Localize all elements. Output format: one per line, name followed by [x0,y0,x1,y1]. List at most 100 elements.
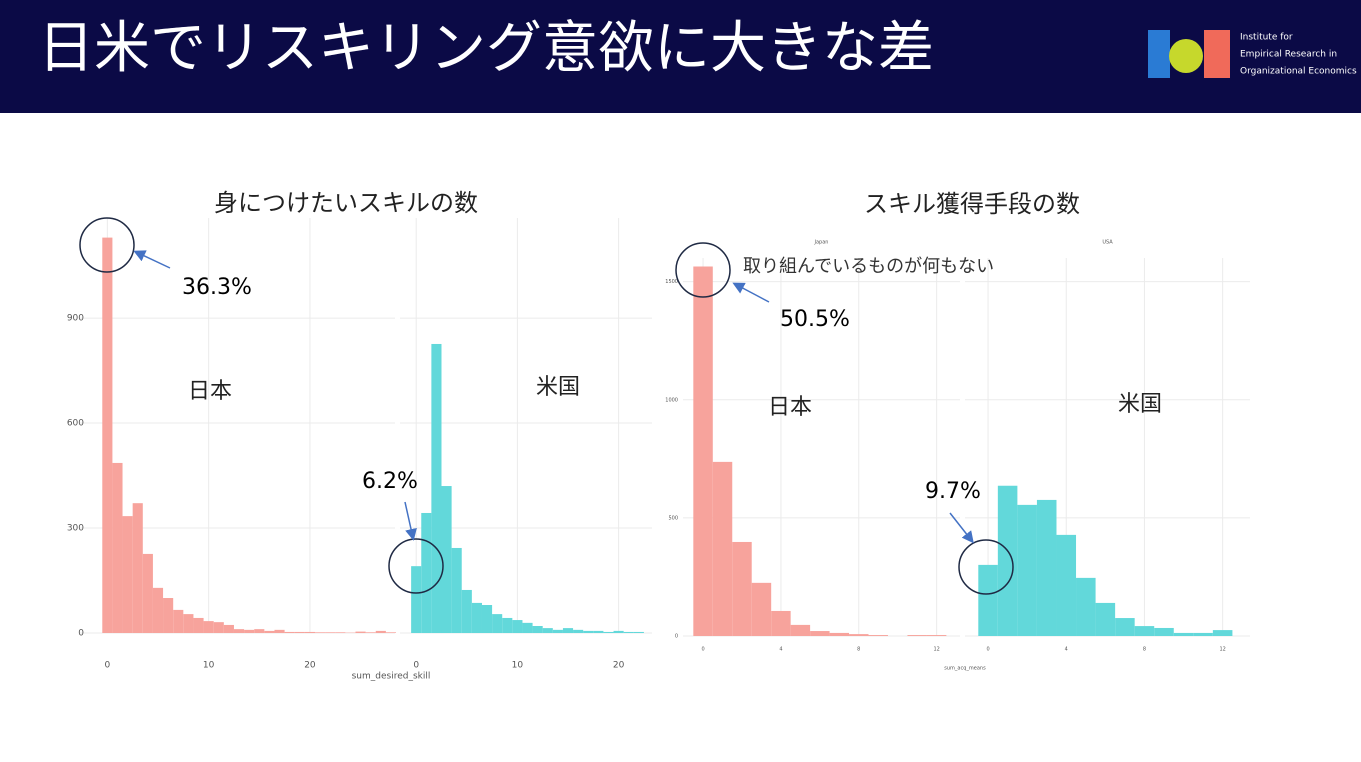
bar [102,237,113,633]
bar [481,605,493,633]
arrow [732,282,770,303]
bar [522,622,533,633]
x-tick-label: 10 [512,661,524,671]
bar [355,631,366,633]
bar [203,621,214,633]
bar [1115,618,1135,636]
y-tick-label: 500 [668,515,678,521]
y-tick-label: 1000 [665,397,678,403]
y-tick-label: 0 [78,629,84,639]
x-tick-label: 0 [986,647,989,653]
bar [441,486,452,633]
bar [732,541,752,636]
bar [1173,632,1194,636]
chart-title: 身につけたいスキルの数 [214,189,478,217]
bar [562,628,574,633]
x-tick-label: 0 [701,647,704,653]
bar [849,634,869,636]
bar [471,602,482,633]
x-tick-label: 0 [104,661,110,671]
annotation: 36.3% [182,275,252,300]
bar [810,631,830,636]
x-axis-label: sum_acq_means [944,666,986,672]
x-tick-label: 20 [613,661,625,671]
x-tick-label: 8 [1143,647,1146,653]
highlight-circle [958,539,1014,595]
panel-label: 米国 [536,375,580,400]
logo-text: Empirical Research in [1240,50,1337,60]
annotation: 50.5% [780,307,850,332]
bar [633,631,644,633]
bar [583,630,594,633]
chart-title: スキル獲得手段の数 [864,190,1080,218]
bar [926,635,947,636]
bar [623,631,634,633]
bar [335,632,346,633]
bar [1076,577,1096,636]
y-tick-label: 1500 [665,279,678,285]
bar [451,547,462,633]
bar [1193,632,1213,636]
logo-text: Institute for [1240,33,1293,43]
x-tick-label: 8 [857,647,860,653]
annotation: 取り組んでいるものが何もない [743,256,994,277]
bar [325,632,336,633]
bar [431,343,442,633]
annotation: 9.7% [925,479,981,504]
bar [183,614,194,633]
bar [1212,630,1233,636]
bar [542,628,553,633]
panel-label: 日本 [188,379,232,404]
bar [1036,499,1057,636]
bar [502,617,513,633]
y-tick-label: 0 [675,634,678,640]
arrow [949,512,974,544]
y-tick-label: 300 [67,524,84,534]
x-axis-label: sum_desired_skill [352,672,431,682]
bar [1056,534,1077,636]
arrow [404,501,417,541]
bar [613,630,624,633]
header-bar [0,0,1361,113]
bar [421,512,432,633]
logo: Institute for Empirical Research in Orga… [1148,30,1357,78]
bar [461,589,472,633]
bar [593,630,604,633]
bar [213,622,224,633]
y-tick-label: 600 [67,419,84,429]
panel-label: 日本 [768,395,812,420]
x-tick-label: 4 [1065,647,1068,653]
bar [385,632,397,633]
bar [1154,627,1174,636]
bar [152,587,164,633]
bar [603,631,614,633]
bar [997,485,1018,636]
bar [1017,504,1037,636]
bar [173,609,184,633]
highlight-circle [79,217,135,273]
bar [314,632,326,633]
y-tick-label: 900 [67,314,84,324]
bar [223,624,234,633]
highlight-circle [675,242,731,298]
x-tick-label: 4 [779,647,782,653]
bar [122,516,133,633]
panel-label: 米国 [1118,392,1162,417]
bar [411,566,422,633]
bar [693,266,713,636]
arrow [133,250,171,269]
bar [264,630,275,633]
bar [244,629,255,633]
bar [790,624,811,636]
bar [532,626,543,633]
bar [132,503,143,633]
x-tick-label: 10 [203,661,215,671]
bar [573,629,584,633]
bar [284,631,295,633]
bar [492,614,503,633]
bar [254,629,265,633]
bar [771,610,791,636]
bar [274,629,285,633]
bar [112,462,123,633]
